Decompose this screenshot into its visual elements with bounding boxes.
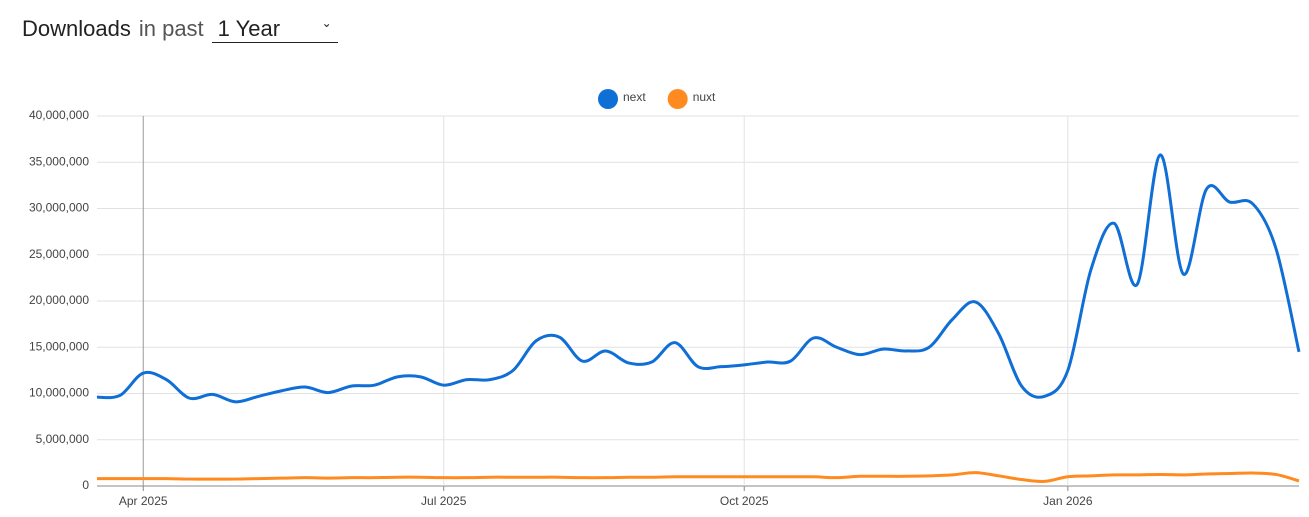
y-tick-label: 15,000,000 <box>29 339 89 353</box>
y-tick-label: 20,000,000 <box>29 293 89 307</box>
legend-label: next <box>623 90 646 104</box>
legend-label: nuxt <box>693 90 716 104</box>
period-select[interactable]: 1 Year ⌄ <box>211 16 338 43</box>
x-tick-label: Apr 2025 <box>119 494 168 508</box>
y-tick-label: 40,000,000 <box>29 108 89 122</box>
legend-swatch <box>598 89 618 109</box>
header-title: Downloads <box>22 16 131 41</box>
x-tick-label: Oct 2025 <box>720 494 769 508</box>
series-line <box>96 153 1301 404</box>
period-value: 1 Year <box>217 16 281 41</box>
y-tick-label: 25,000,000 <box>29 247 89 261</box>
x-tick-label: Jul 2025 <box>421 494 467 508</box>
legend-swatch <box>667 89 688 109</box>
header: Downloads in past 1 Year ⌄ <box>22 16 338 43</box>
series-line <box>97 471 1300 483</box>
header-connector: in past <box>138 16 204 41</box>
x-tick-label: Jan 2026 <box>1043 494 1093 508</box>
y-tick-label: 35,000,000 <box>29 154 89 168</box>
y-tick-label: 5,000,000 <box>36 432 90 446</box>
y-tick-label: 10,000,000 <box>29 386 89 400</box>
y-tick-label: 0 <box>82 478 89 492</box>
y-tick-label: 30,000,000 <box>29 201 89 215</box>
